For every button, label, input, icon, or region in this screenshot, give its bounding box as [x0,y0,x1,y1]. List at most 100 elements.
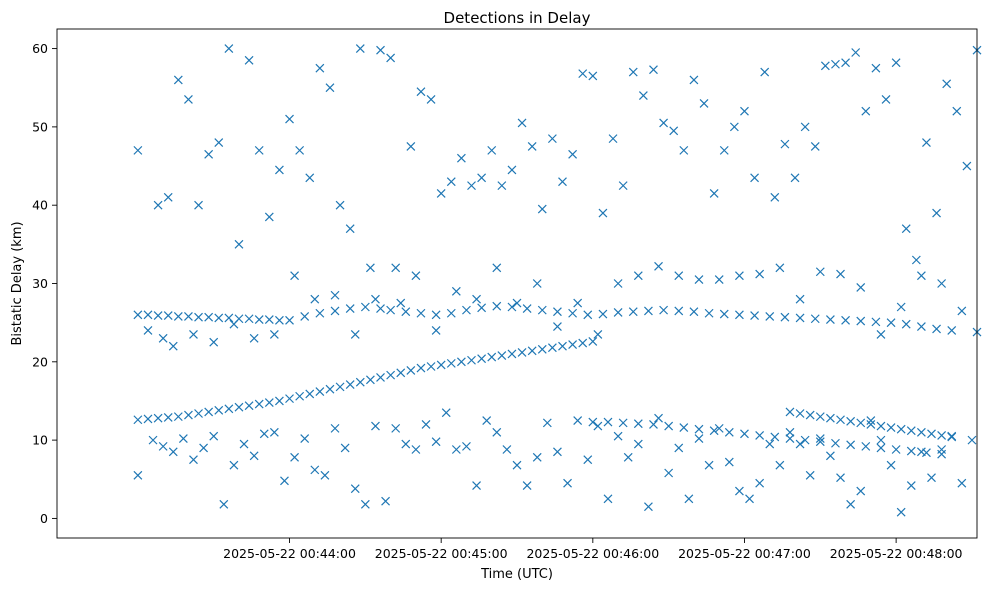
data-point [613,431,623,441]
data-point [229,460,239,470]
data-point [431,437,441,447]
data-point [790,173,800,183]
data-point [659,305,669,315]
data-point [947,431,957,441]
data-point [194,312,203,322]
data-point [603,417,613,427]
data-point [916,427,926,437]
data-point [836,269,845,279]
data-point [153,311,163,321]
data-point [477,303,487,313]
data-point [805,410,815,420]
data-point [467,181,476,191]
data-point [492,427,502,437]
data-point [916,271,926,281]
data-point [290,452,300,462]
data-point [785,407,795,417]
data-point [477,354,487,364]
data-point [719,145,729,155]
data-point [795,294,805,304]
data-point [886,318,896,328]
data-point [628,307,638,317]
data-point [310,294,320,304]
data-point [906,446,916,456]
data-point [886,423,896,433]
data-point [937,430,947,440]
data-point [846,416,856,426]
data-point [133,415,143,425]
data-point [659,118,669,128]
data-point [254,315,264,324]
data-point [189,329,198,339]
data-point [330,423,340,433]
y-tick-label: 20 [32,354,48,369]
data-point [699,98,709,108]
data-point [714,423,724,433]
data-point [704,308,714,318]
data-point [224,313,234,323]
data-point [209,431,219,441]
data-point [775,263,785,273]
data-point [456,153,466,163]
data-point [679,423,689,433]
y-tick-label: 30 [32,276,48,291]
data-point [456,357,466,367]
data-point [371,294,380,304]
data-point [593,329,603,339]
data-point [376,45,385,55]
data-point [274,315,284,325]
data-point [472,294,481,304]
x-axis-label: Time (UTC) [480,567,553,582]
data-point [305,389,315,399]
data-point [932,324,941,334]
data-point [654,261,663,271]
data-point [184,95,193,104]
data-point [780,312,790,322]
data-point [825,451,835,461]
data-point [553,447,562,457]
data-point [497,181,507,191]
data-point [820,61,830,71]
data-point [896,507,906,517]
data-point [133,310,143,320]
data-point [896,424,906,434]
y-tick-label: 10 [32,433,48,448]
data-point [785,434,795,443]
data-point [163,412,173,422]
x-tick-label: 2025-05-22 00:48:00 [830,546,963,561]
data-point [532,452,542,462]
data-point [143,326,153,335]
data-point [431,310,441,320]
data-point [249,333,259,343]
data-point [937,279,947,288]
data-point [871,63,881,73]
data-point [163,311,173,321]
data-point [467,355,476,365]
data-point [472,481,481,490]
data-point [295,391,305,401]
data-point [376,304,385,313]
data-point [694,275,704,285]
x-tick-label: 2025-05-22 00:46:00 [526,546,659,561]
data-point [836,473,845,483]
data-point [770,192,780,202]
data-point [189,455,198,465]
y-tick-label: 50 [32,119,48,134]
data-point [345,380,355,389]
y-axis-label: Bistatic Delay (km) [10,221,25,345]
data-point [391,263,401,273]
data-point [537,204,547,214]
data-point [588,417,598,427]
data-point [537,305,547,315]
data-point [184,311,193,321]
data-point [563,478,572,488]
data-point [876,435,886,445]
x-tick-label: 2025-05-22 00:44:00 [223,546,356,561]
data-point [280,476,289,486]
data-point [330,306,340,316]
data-point [482,416,492,425]
data-point [825,413,835,423]
data-point [932,208,941,218]
data-point [219,499,229,509]
